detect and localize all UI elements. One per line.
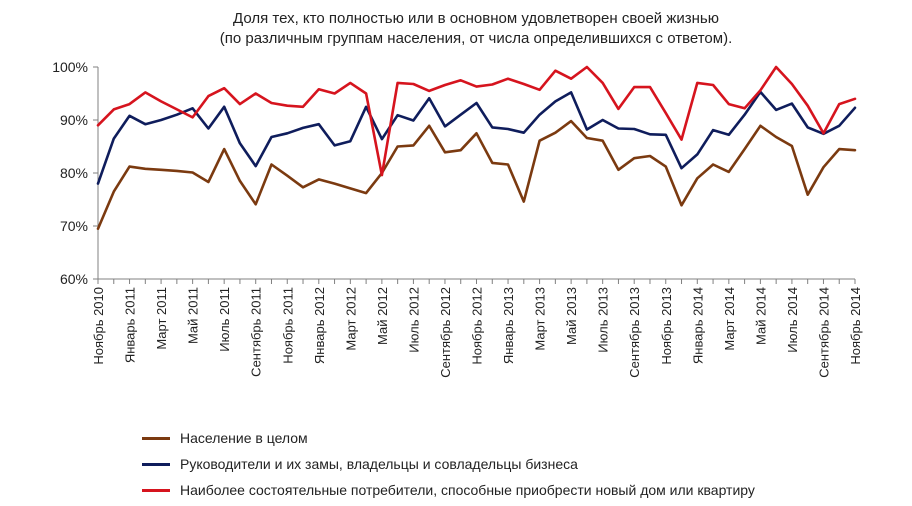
y-tick-label: 100% [52,59,88,75]
x-tick-label: Ноябрь 2011 [280,287,295,364]
x-tick-label: Январь 2014 [690,287,705,364]
x-tick-label: Июль 2013 [596,287,611,353]
series-line-2 [96,65,857,177]
x-tick-label: Ноябрь 2012 [470,287,485,365]
chart-series [96,65,857,230]
line-chart: 60% 70% 80% 90% 100% Ноябрь 2010 Январь 2011 Ма… [52,59,863,378]
legend-swatch-managers [142,463,170,466]
x-tick-label: Март 2012 [343,287,358,351]
chart-title-line-2: (по различным группам населения, от числ… [219,30,733,47]
x-tick-label: Сентябрь 2012 [438,287,453,378]
x-tick-label: Январь 2012 [312,287,327,364]
x-tick-label: Сентябрь 2013 [627,287,642,378]
x-tick-label: Май 2012 [375,287,390,345]
chart-title-line-1: Доля тех, кто полностью или в основном у… [233,10,719,27]
y-tick-label: 70% [60,218,88,234]
chart-axes: 60% 70% 80% 90% 100% Ноябрь 2010 Январь 2011 Ма… [52,59,863,378]
legend-label-wealthy: Наиболее состоятельные потребители, спос… [180,482,755,498]
series-line-1 [96,90,857,185]
x-tick-label: Сентябрь 2011 [249,287,264,377]
x-tick-label: Июль 2012 [406,287,421,353]
x-tick-label: Май 2014 [753,287,768,345]
x-tick-label: Июль 2014 [785,287,800,353]
series-line-0 [96,119,857,230]
x-tick-label: Январь 2013 [501,287,516,364]
x-tick-label: Сентябрь 2014 [816,287,831,378]
x-tick-label: Март 2011 [154,287,169,350]
x-tick-label: Март 2014 [722,287,737,351]
chart-title: Доля тех, кто полностью или в основном у… [0,9,912,49]
x-tick-label: Ноябрь 2013 [659,287,674,365]
legend-swatch-wealthy [142,489,170,492]
y-tick-label: 80% [60,165,88,181]
legend-swatch-population [142,437,170,440]
x-tick-label: Март 2013 [533,287,548,351]
x-tick-label: Май 2013 [564,287,579,345]
y-tick-label: 60% [60,271,88,287]
x-tick-label: Июль 2011 [217,287,232,352]
x-tick-label: Ноябрь 2014 [848,287,863,365]
legend-label-population: Население в целом [180,430,308,446]
y-tick-label: 90% [60,112,88,128]
x-tick-label: Ноябрь 2010 [91,287,106,365]
legend-label-managers: Руководители и их замы, владельцы и совл… [180,456,578,472]
x-tick-label: Май 2011 [186,287,201,344]
x-tick-label: Январь 2011 [123,287,138,363]
